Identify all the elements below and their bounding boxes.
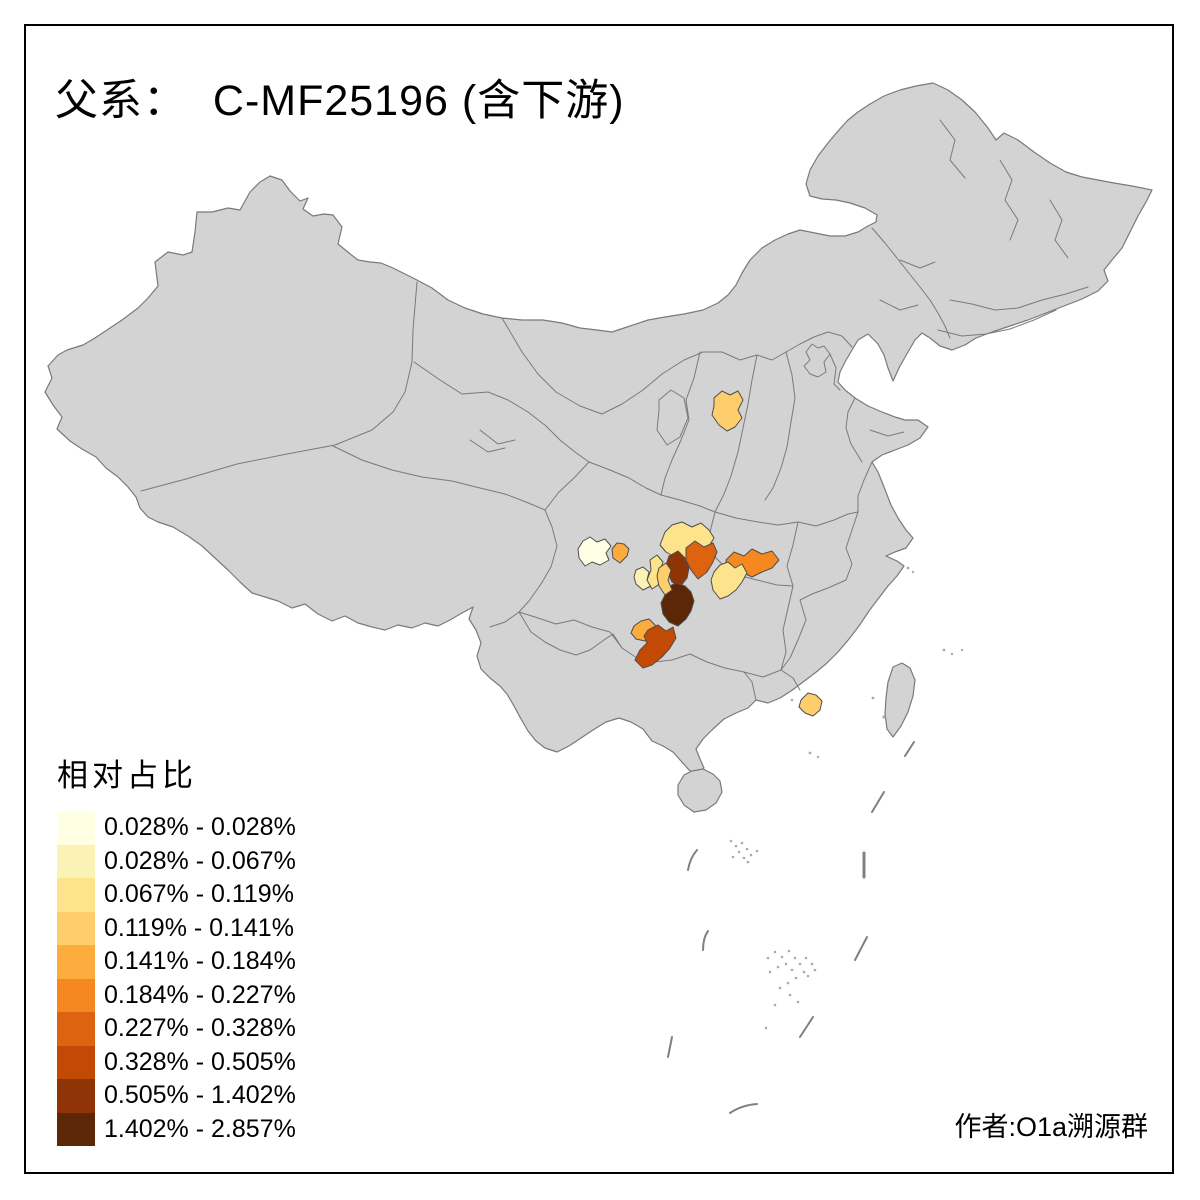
legend-label: 0.067% - 0.119% [104,880,294,909]
highlighted-region [798,692,823,717]
hainan-island [677,768,723,813]
legend-label: 0.028% - 0.028% [104,813,296,842]
legend-row: 0.328% - 0.505% [57,1045,296,1079]
highlighted-region [634,624,677,669]
taiwan-island [884,662,916,738]
legend-rows: 0.028% - 0.028% 0.028% - 0.067% 0.067% -… [57,811,296,1146]
plot-frame [24,24,1174,1174]
legend-label: 1.402% - 2.857% [104,1114,296,1143]
province-borders [140,119,1089,701]
legend-row: 0.028% - 0.028% [57,811,296,845]
legend-row: 0.028% - 0.067% [57,844,296,878]
legend-swatch [57,978,95,1012]
legend-row: 0.067% - 0.119% [57,878,296,912]
highlighted-regions [577,390,823,717]
legend-swatch [57,1079,95,1113]
legend-swatch [57,1045,95,1079]
highlighted-region [611,542,630,564]
legend-label: 0.119% - 0.141% [104,913,294,942]
highlighted-region [685,540,718,580]
highlighted-region [577,536,612,567]
legend-swatch [57,945,95,979]
legend-label: 0.028% - 0.067% [104,846,296,875]
legend-row: 0.184% - 0.227% [57,978,296,1012]
legend-label: 0.328% - 0.505% [104,1047,296,1076]
legend-swatch [57,1112,95,1146]
south-china-sea-dashes [667,741,915,1114]
attribution: 作者:O1a溯源群 [954,1112,1148,1142]
legend-swatch [57,811,95,845]
china-outline [44,82,1153,777]
legend-row: 0.505% - 1.402% [57,1079,296,1113]
legend-swatch [57,911,95,945]
legend-row: 0.141% - 0.184% [57,945,296,979]
highlighted-region [711,390,744,432]
legend-label: 0.184% - 0.227% [104,980,296,1009]
highlighted-region [656,562,673,596]
legend-label: 0.227% - 0.328% [104,1014,296,1043]
legend-row: 0.227% - 0.328% [57,1012,296,1046]
legend-swatch [57,878,95,912]
legend-label: 0.141% - 0.184% [104,947,296,976]
legend: 相对占比 0.028% - 0.028% 0.028% - 0.067% 0.0… [57,750,296,1146]
legend-swatch [57,1012,95,1046]
legend-swatch [57,844,95,878]
legend-row: 0.119% - 0.141% [57,911,296,945]
highlighted-region [710,561,748,600]
map-title: 父系： C-MF25196 (含下游) [55,77,625,125]
legend-label: 0.505% - 1.402% [104,1081,296,1110]
legend-row: 1.402% - 2.857% [57,1112,296,1146]
island-dots [729,566,964,1030]
legend-title: 相对占比 [57,758,197,793]
